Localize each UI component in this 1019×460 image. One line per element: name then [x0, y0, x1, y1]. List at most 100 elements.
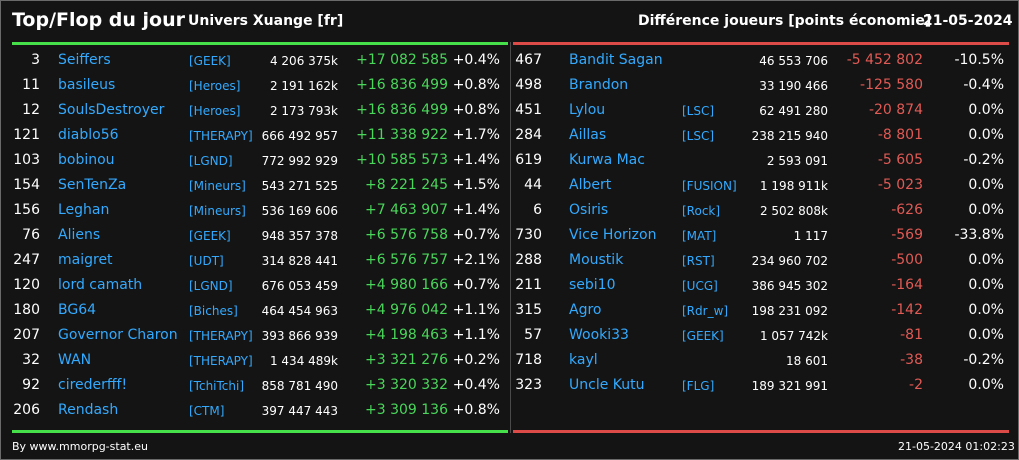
alliance-tag-link[interactable]: [Mineurs]: [189, 204, 246, 218]
alliance-tag-link[interactable]: [GEEK]: [189, 54, 231, 68]
alliance-tag-link[interactable]: [MAT]: [682, 229, 717, 243]
player-rank: 323: [515, 377, 542, 393]
player-name-link[interactable]: Brandon: [569, 77, 629, 93]
points-difference: +8 221 245: [365, 177, 448, 193]
player-points: 858 781 490: [261, 379, 338, 393]
percent-change: +1.5%: [452, 177, 500, 193]
alliance-tag-link[interactable]: [Mineurs]: [189, 179, 246, 193]
player-name-link[interactable]: Wooki33: [569, 327, 629, 343]
alliance-tag-link[interactable]: [RST]: [682, 254, 715, 268]
player-points: 676 053 459: [261, 279, 338, 293]
alliance-tag-link[interactable]: [Heroes]: [189, 79, 241, 93]
points-difference: -38: [900, 352, 923, 368]
table-row: 3 Seiffers [GEEK] 4 206 375k +17 082 585 +0.4…: [12, 48, 508, 73]
player-rank: 730: [515, 227, 542, 243]
player-name-link[interactable]: Leghan: [58, 202, 110, 218]
player-name-link[interactable]: Seiffers: [58, 52, 111, 68]
table-row: 121 diablo56 [THERAPY] 666 492 957 +11 338 9…: [12, 123, 508, 148]
player-name-link[interactable]: Moustik: [569, 252, 624, 268]
player-rank: 718: [515, 352, 542, 368]
points-difference: -5 023: [877, 177, 923, 193]
player-rank: 247: [13, 252, 40, 268]
percent-change: +1.4%: [452, 152, 500, 168]
alliance-tag-link[interactable]: [Rdr_w]: [682, 304, 729, 318]
player-name-link[interactable]: Osiris: [569, 202, 609, 218]
player-points: 397 447 443: [261, 404, 338, 418]
player-name-link[interactable]: Agro: [569, 302, 602, 318]
player-name-link[interactable]: BG64: [58, 302, 97, 318]
percent-change: -33.8%: [954, 227, 1004, 243]
alliance-tag-link[interactable]: [FUSION]: [682, 179, 737, 193]
percent-change: +1.7%: [452, 127, 500, 143]
alliance-tag-link[interactable]: [GEEK]: [682, 329, 724, 343]
player-name-link[interactable]: Rendash: [58, 402, 119, 418]
player-name-link[interactable]: cirederfff!: [58, 377, 128, 393]
player-name-link[interactable]: WAN: [58, 352, 92, 368]
points-difference: -5 452 802: [846, 52, 923, 68]
player-name-link[interactable]: Aillas: [569, 127, 607, 143]
player-name-link[interactable]: SenTenZa: [58, 177, 127, 193]
player-name-link[interactable]: Albert: [569, 177, 612, 193]
percent-change: -0.4%: [963, 77, 1004, 93]
alliance-tag-link[interactable]: [THERAPY]: [189, 129, 253, 143]
alliance-tag-link[interactable]: [THERAPY]: [189, 354, 253, 368]
player-points: 536 169 606: [261, 204, 338, 218]
player-name-link[interactable]: sebi10: [569, 277, 616, 293]
alliance-tag-link[interactable]: [LGND]: [189, 279, 233, 293]
table-row: 156 Leghan [Mineurs] 536 169 606 +7 463 907 +…: [12, 198, 508, 223]
table-row: 12 SoulsDestroyer [Heroes] 2 173 793k +16 83…: [12, 98, 508, 123]
alliance-tag-link[interactable]: [LSC]: [682, 104, 715, 118]
player-name-link[interactable]: bobinou: [58, 152, 115, 168]
player-name-link[interactable]: kayl: [569, 352, 598, 368]
alliance-tag-link[interactable]: [Heroes]: [189, 104, 241, 118]
table-row: 247 maigret [UDT] 314 828 441 +6 576 757 +2.1…: [12, 248, 508, 273]
player-name-link[interactable]: Bandit Sagan: [569, 52, 663, 68]
points-difference: +3 309 136: [365, 402, 448, 418]
player-rank: 6: [533, 202, 542, 218]
player-points: 1 198 911k: [759, 179, 828, 193]
player-name-link[interactable]: maigret: [58, 252, 113, 268]
alliance-tag-link[interactable]: [THERAPY]: [189, 329, 253, 343]
player-name-link[interactable]: diablo56: [58, 127, 119, 143]
player-name-link[interactable]: SoulsDestroyer: [58, 102, 165, 118]
percent-change: 0.0%: [968, 327, 1004, 343]
alliance-tag-link[interactable]: [FLG]: [682, 379, 715, 393]
table-row: 11 basileus [Heroes] 2 191 162k +16 836 499 +…: [12, 73, 508, 98]
alliance-tag-link[interactable]: [UCG]: [682, 279, 718, 293]
alliance-tag-link[interactable]: [UDT]: [189, 254, 224, 268]
player-rank: 451: [515, 102, 542, 118]
table-row: 32 WAN [THERAPY] 1 434 489k +3 321 276 +0.2%: [12, 348, 508, 373]
points-difference: -125 580: [860, 77, 923, 93]
player-name-link[interactable]: basileus: [58, 77, 116, 93]
table-row: 57 Wooki33 [GEEK] 1 057 742k -81 0.0%: [513, 323, 1009, 348]
alliance-tag-link[interactable]: [CTM]: [189, 404, 225, 418]
percent-change: +1.4%: [452, 202, 500, 218]
alliance-tag-link[interactable]: [LSC]: [682, 129, 715, 143]
player-points: 2 593 091: [766, 154, 828, 168]
table-row: 6 Osiris [Rock] 2 502 808k -626 0.0%: [513, 198, 1009, 223]
table-row: 44 Albert [FUSION] 1 198 911k -5 023 0.0%: [513, 173, 1009, 198]
player-name-link[interactable]: Governor Charon: [58, 327, 178, 343]
percent-change: +0.7%: [452, 227, 500, 243]
alliance-tag-link[interactable]: [Biches]: [189, 304, 238, 318]
alliance-tag-link[interactable]: [GEEK]: [189, 229, 231, 243]
alliance-tag-link[interactable]: [TchiTchi]: [189, 379, 245, 393]
alliance-tag-link[interactable]: [Rock]: [682, 204, 721, 218]
player-name-link[interactable]: Lylou: [569, 102, 606, 118]
top-losers-panel: 467 Bandit Sagan 46 553 706 -5 452 802 -10.5…: [513, 42, 1009, 433]
player-name-link[interactable]: Aliens: [58, 227, 101, 243]
percent-change: -0.2%: [963, 152, 1004, 168]
points-difference: +3 321 276: [365, 352, 448, 368]
player-name-link[interactable]: Kurwa Mac: [569, 152, 645, 168]
points-difference: +11 338 922: [356, 127, 448, 143]
player-name-link[interactable]: Vice Horizon: [569, 227, 657, 243]
player-name-link[interactable]: Uncle Kutu: [569, 377, 645, 393]
percent-change: +0.8%: [452, 102, 500, 118]
player-name-link[interactable]: lord camath: [58, 277, 143, 293]
percent-change: +0.8%: [452, 77, 500, 93]
points-difference: -142: [891, 302, 923, 318]
page-title: Top/Flop du jour: [12, 9, 185, 31]
site-credit-link[interactable]: By www.mmorpg-stat.eu: [12, 440, 148, 453]
alliance-tag-link[interactable]: [LGND]: [189, 154, 233, 168]
player-points: 234 960 702: [751, 254, 828, 268]
